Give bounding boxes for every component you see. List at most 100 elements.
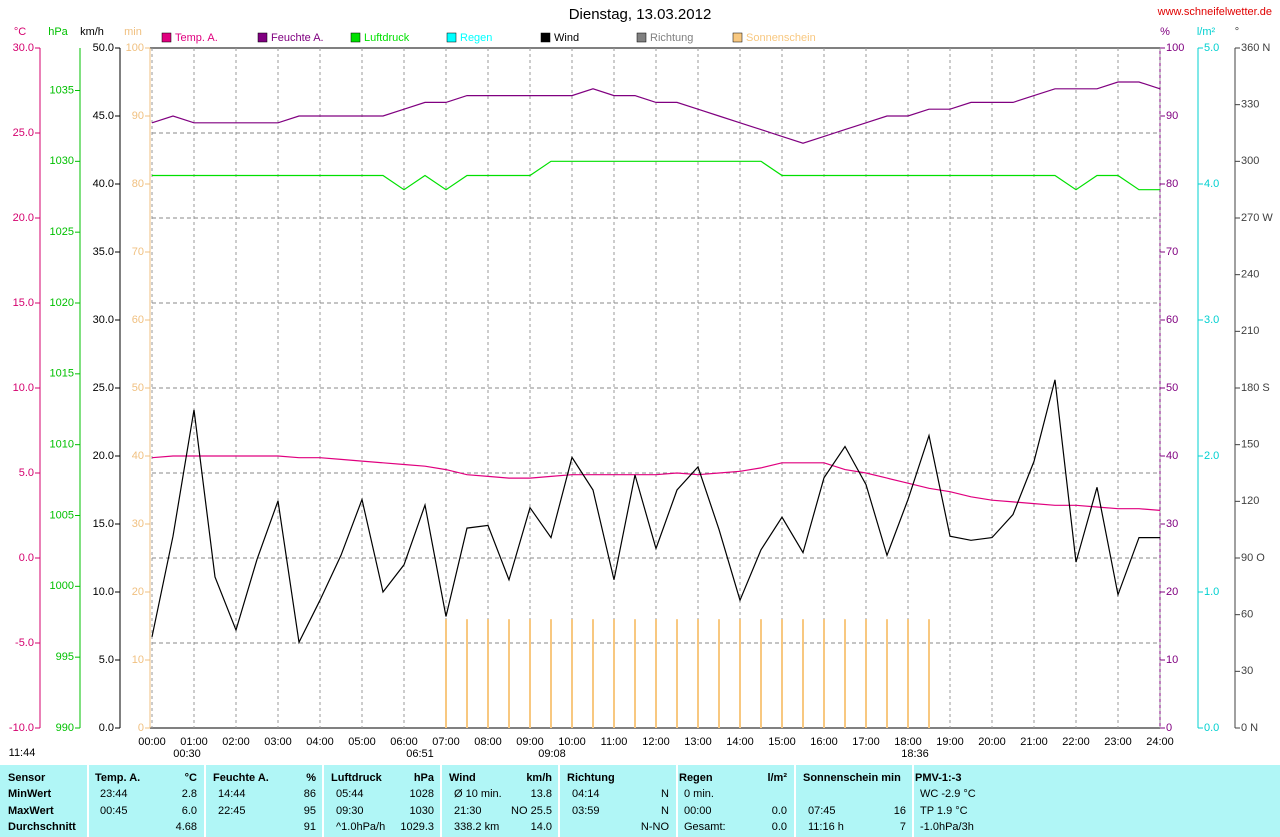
y-tick-label: -5.0 <box>15 637 34 649</box>
legend-label: Luftdruck <box>364 32 410 44</box>
y-tick-label: 1015 <box>50 368 74 380</box>
legend-swatch <box>636 32 647 43</box>
table-cell: 14:44 <box>218 788 246 800</box>
y-tick-label: 40.0 <box>93 178 114 190</box>
x-tick-label: 16:00 <box>810 736 838 748</box>
y-tick-label: 5.0 <box>1204 42 1219 54</box>
table-header: Richtung <box>567 772 615 784</box>
x-tick-label: 11:00 <box>601 736 628 748</box>
table-header: °C <box>185 772 197 784</box>
y-tick-label: 0.0 <box>19 552 34 564</box>
x-tick-label: 08:00 <box>474 736 502 748</box>
y-tick-label: 15.0 <box>13 297 34 309</box>
axis-unit: l/m² <box>1197 26 1216 38</box>
table-cell: 86 <box>304 788 316 800</box>
table-cell: WC -2.9 °C <box>920 788 976 800</box>
x-tick-label: 01:00 <box>180 736 208 748</box>
sunshine-bar <box>676 619 678 728</box>
series-line <box>152 160 1160 191</box>
y-tick-label: 210 <box>1241 325 1259 337</box>
table-cell: 03:59 <box>572 805 600 817</box>
y-tick-label: 50.0 <box>93 42 114 54</box>
table-cell: 91 <box>304 821 316 833</box>
series-line <box>151 379 1160 645</box>
x-tick-label: 21:00 <box>1020 736 1048 748</box>
sunshine-bar <box>550 619 552 728</box>
y-tick-label: 5.0 <box>99 654 114 666</box>
y-tick-label: 60 <box>1241 609 1253 621</box>
legend-swatch <box>161 32 172 43</box>
y-tick-label: 3.0 <box>1204 314 1219 326</box>
table-cell: 09:30 <box>336 805 364 817</box>
y-tick-label: 90 <box>132 110 144 122</box>
legend-label: Regen <box>460 32 492 44</box>
sunshine-bar <box>865 619 867 728</box>
y-tick-label: 50 <box>132 382 144 394</box>
table-cell: 22:45 <box>218 805 246 817</box>
table-cell: 05:44 <box>336 788 364 800</box>
table-header: Sonnenschein min <box>803 772 901 784</box>
table-cell: Ø 10 min. <box>454 788 502 800</box>
axis-unit: hPa <box>48 26 68 38</box>
sunshine-bar <box>739 619 741 728</box>
legend-swatch <box>257 32 268 43</box>
table-header: Feuchte A. <box>213 772 269 784</box>
legend-swatch <box>732 32 743 43</box>
x-tick-label: 05:00 <box>348 736 376 748</box>
table-cell: -1.0hPa/3h <box>920 821 974 833</box>
table-cell: 1030 <box>410 805 434 817</box>
annotation: 11:44 <box>9 747 36 759</box>
y-tick-label: 45.0 <box>93 110 114 122</box>
sunshine-bar <box>928 619 930 728</box>
y-tick-label: 10 <box>1166 654 1178 666</box>
x-tick-label: 22:00 <box>1062 736 1090 748</box>
table-cell: NO 25.5 <box>511 805 552 817</box>
annotation: 09:08 <box>538 748 566 760</box>
y-tick-label: 90 O <box>1241 552 1265 564</box>
series-line <box>151 81 1161 144</box>
sunshine-bar <box>760 619 762 728</box>
y-tick-label: 15.0 <box>93 518 114 530</box>
y-tick-label: 70 <box>1166 246 1178 258</box>
table-cell: Gesamt: <box>684 821 726 833</box>
table-cell: MaxWert <box>8 805 54 817</box>
x-tick-label: 19:00 <box>936 736 964 748</box>
y-tick-label: 20 <box>132 586 144 598</box>
sunshine-bar <box>655 619 657 728</box>
x-tick-label: 24:00 <box>1146 736 1174 748</box>
sunshine-bar <box>781 619 783 728</box>
table-cell: MinWert <box>8 788 52 800</box>
sunshine-bar <box>634 619 636 728</box>
y-tick-label: 100 <box>126 42 144 54</box>
x-tick-label: 07:00 <box>432 736 460 748</box>
axis-unit: min <box>124 26 142 38</box>
source: www.schneifelwetter.de <box>1157 6 1272 18</box>
y-tick-label: 1035 <box>50 84 74 96</box>
table-cell: 0.0 <box>772 805 787 817</box>
table-cell: 0 min. <box>684 788 714 800</box>
y-tick-label: 2.0 <box>1204 450 1219 462</box>
legend-label: Temp. A. <box>175 32 218 44</box>
y-tick-label: 330 <box>1241 99 1259 111</box>
y-tick-label: 1030 <box>50 155 74 167</box>
x-tick-label: 15:00 <box>768 736 796 748</box>
y-tick-label: 0 N <box>1241 722 1258 734</box>
x-tick-label: 09:00 <box>516 736 544 748</box>
sunshine-bar <box>466 619 468 728</box>
table-cell: 4.68 <box>176 821 197 833</box>
y-tick-label: 90 <box>1166 110 1178 122</box>
y-tick-label: 360 N <box>1241 42 1270 54</box>
y-tick-label: 20 <box>1166 586 1178 598</box>
sunshine-bar <box>571 619 573 728</box>
table-cell: TP 1.9 °C <box>920 805 968 817</box>
series-line <box>151 455 1161 511</box>
y-tick-label: 70 <box>132 246 144 258</box>
table-cell: 1028 <box>410 788 434 800</box>
table-header: % <box>306 772 316 784</box>
sunshine-bar <box>886 619 888 728</box>
y-tick-label: 100 <box>1166 42 1184 54</box>
y-tick-label: 180 S <box>1241 382 1270 394</box>
y-tick-label: 30 <box>1241 665 1253 677</box>
sunshine-bar <box>907 619 909 728</box>
y-tick-label: 10.0 <box>93 586 114 598</box>
